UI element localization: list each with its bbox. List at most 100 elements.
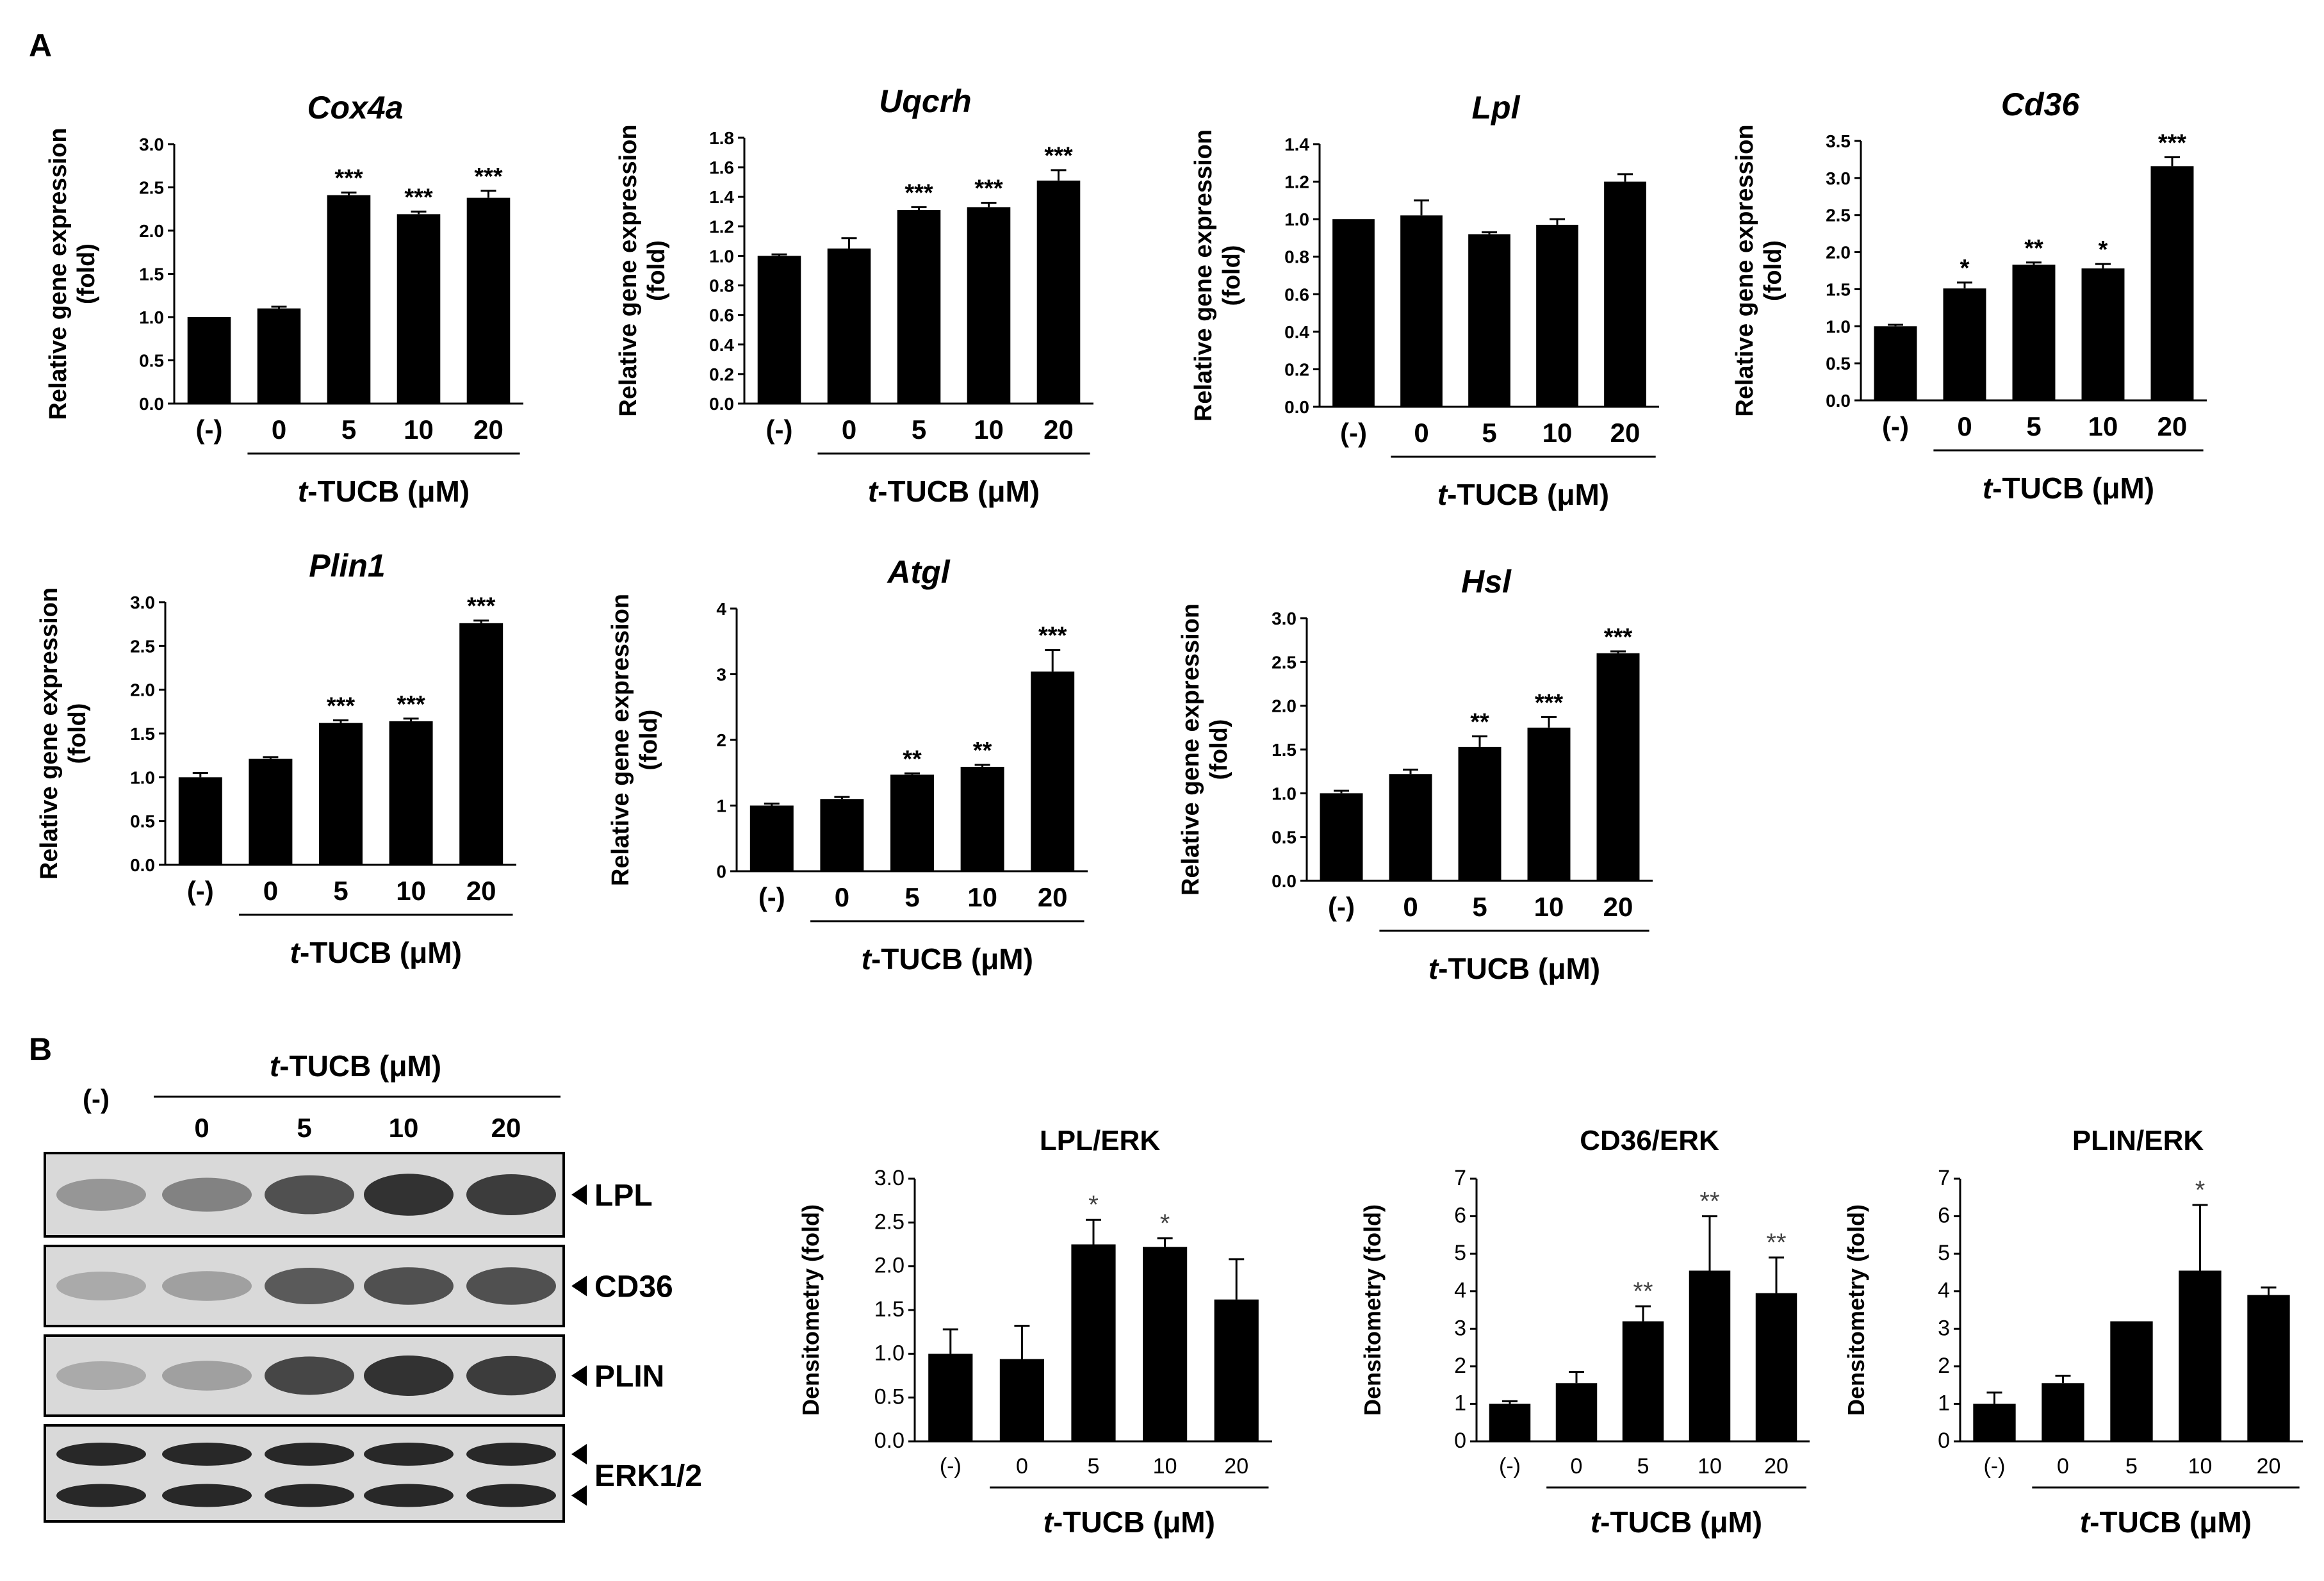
y-tick-label: 2.0 [1826,243,1851,263]
bar-dose-20 [1755,1293,1797,1441]
bar-dose-20 [2150,166,2194,400]
y-axis-label: Densitometry (fold) [1843,1204,1869,1416]
bar-dose-0 [1943,288,1986,400]
blot-band [364,1356,454,1396]
bar-dose-20 [1036,180,1081,404]
bar-dose-0 [827,248,871,404]
y-tick-label: 0.5 [130,812,155,831]
blot-band [265,1484,354,1507]
y-tick-label: 2 [716,730,726,750]
y-axis-label: Relative gene expression(fold) [36,587,91,880]
bar-control [1320,793,1363,881]
y-axis-label: Relative gene expression(fold) [1731,124,1787,416]
y-tick-label: 0.4 [709,335,734,355]
blot-band [466,1443,556,1466]
bar-dose-5 [327,195,371,404]
significance-mark: *** [974,175,1003,202]
bar-dose-0 [1400,215,1443,407]
band-pointer-icon [571,1444,587,1464]
y-tick-label: 4 [716,599,726,619]
x-axis-label: t-TUCB (μM) [2080,1505,2252,1539]
y-tick-label: 1 [1454,1391,1466,1415]
y-tick-label: 7 [1454,1166,1466,1190]
blot-band [364,1443,454,1466]
bar-dose-5 [1468,234,1510,407]
x-category-label: 10 [1698,1454,1722,1479]
bar-dose-20 [1214,1299,1259,1441]
y-tick-label: 3.0 [1826,168,1851,188]
y-tick-label: 0 [1938,1429,1950,1453]
x-category-label: 20 [1038,882,1068,912]
significance-mark: *** [1044,143,1073,170]
blot-band [364,1267,454,1305]
x-category-label: 5 [904,882,919,912]
y-tick-label: 5 [1938,1241,1950,1265]
y-axis-label: Relative gene expression(fold) [1190,129,1245,422]
panel-a-label: A [29,28,52,63]
y-tick-label: 0.0 [130,855,155,875]
y-tick-label: 1 [716,796,726,816]
y-tick-label: 2 [1454,1354,1466,1378]
bar-dose-5 [1458,746,1502,881]
bar-dose-5 [319,723,363,865]
x-category-label: (-) [1882,411,1909,441]
significance-mark: * [1960,255,1970,282]
chart-title: Cox4a [307,90,403,126]
x-category-label: 10 [974,414,1004,445]
charts: Cox4a Relative gene expression(fold) 0.0 0.… [36,83,2303,1539]
x-category-label: 20 [2157,411,2188,441]
y-tick-label: 1.5 [130,724,155,744]
y-tick-label: 2.5 [874,1209,904,1234]
y-tick-label: 3.0 [1272,609,1297,628]
y-tick-label: 0.0 [709,394,734,414]
y-tick-label: 3.0 [874,1166,904,1190]
significance-mark: ** [1766,1229,1786,1257]
significance-mark: *** [397,691,425,718]
y-tick-label: 2.5 [1826,206,1851,225]
x-category-label: 5 [1088,1454,1100,1479]
bar-control [187,317,231,404]
x-category-label: 0 [1403,892,1418,922]
y-tick-label: 0.5 [874,1385,904,1409]
y-tick-label: 2.0 [874,1254,904,1278]
bar-control [928,1354,973,1441]
bar-dose-10 [389,721,433,865]
blot-label: ERK1/2 [594,1459,702,1493]
bar-dose-10 [1527,727,1571,881]
significance-mark: *** [2158,129,2187,156]
x-axis-label: t-TUCB (μM) [298,475,470,508]
y-tick-label: 1.2 [1284,172,1309,192]
significance-mark: *** [1535,689,1564,716]
bar-dose-20 [459,623,503,865]
y-tick-label: 1.0 [1284,209,1309,229]
y-axis-label: Densitometry (fold) [1359,1204,1386,1416]
blot-band [162,1177,252,1212]
x-category-label: 10 [396,876,426,906]
x-category-label: 20 [1043,414,1074,445]
y-tick-label: 0.5 [1272,828,1297,848]
y-tick-label: 2.0 [130,680,155,700]
significance-mark: *** [467,593,496,620]
x-category-label: 20 [1764,1454,1788,1479]
chart-title: CD36/ERK [1580,1125,1719,1156]
y-tick-label: 0 [716,862,726,881]
y-tick-label: 2.5 [139,178,164,198]
bar-dose-5 [2012,265,2056,400]
y-axis-label: Relative gene expression(fold) [45,127,100,420]
x-category-label: 20 [1603,892,1633,922]
chart-hsl: Hsl Relative gene expression(fold) 0.0 0.5 1… [1177,564,1653,985]
bar-control [1489,1404,1531,1441]
x-category-label: (-) [1984,1454,2006,1479]
blot-row-erk1-2: ERK1/2 [44,1424,702,1523]
y-tick-label: 7 [1938,1166,1950,1190]
bar-dose-0 [2042,1383,2084,1441]
blot-lane-dose: 20 [491,1113,521,1143]
x-category-label: 0 [835,882,849,912]
bar-dose-0 [999,1359,1044,1441]
blot-band [56,1361,146,1390]
y-tick-label: 0.2 [709,365,734,384]
blot-band [162,1271,252,1301]
bar-dose-5 [897,209,941,404]
y-tick-label: 0.0 [1284,397,1309,417]
blot-band [364,1174,454,1216]
